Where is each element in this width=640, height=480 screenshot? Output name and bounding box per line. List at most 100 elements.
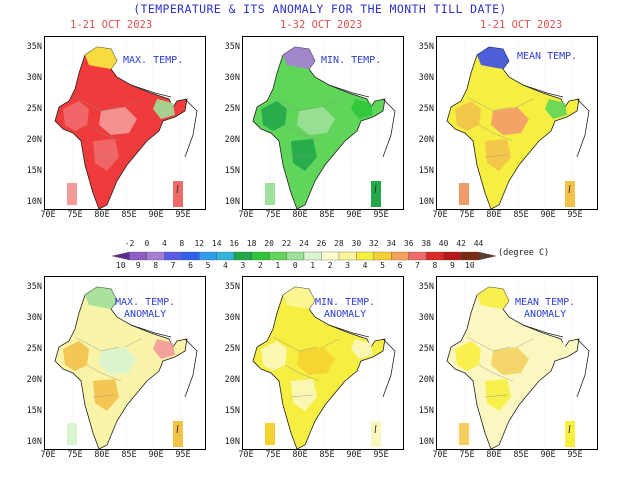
india-map-min-temp bbox=[252, 37, 396, 209]
colorbar-segment bbox=[181, 251, 200, 261]
colorbar-temp-label: 22 bbox=[281, 239, 292, 248]
colorbar-segment bbox=[164, 251, 182, 261]
colorbar-segment bbox=[199, 251, 217, 261]
panel-label-line: MAX. TEMP. bbox=[123, 55, 184, 66]
lon-tick: 70E bbox=[432, 450, 448, 460]
lakshadweep-inset bbox=[459, 183, 469, 205]
lon-tick: 75E bbox=[265, 450, 281, 460]
region-north bbox=[85, 287, 117, 309]
colorbar-temp-label: 14 bbox=[211, 239, 222, 248]
lon-tick: 90E bbox=[346, 450, 362, 460]
lon-tick: 85E bbox=[319, 210, 335, 220]
colorbar-segment bbox=[443, 251, 462, 261]
lon-tick: 75E bbox=[265, 210, 281, 220]
region-northeast bbox=[545, 339, 567, 359]
colorbar-anomaly-labels: 10 9 8 7 6 5 4 3 2 1 0 1 2 3 4 5 6 7 8 9 10 bbox=[0, 261, 640, 271]
lat-tick: 20N bbox=[418, 135, 434, 145]
region-west bbox=[63, 101, 89, 131]
colorbar-anomaly-label: 9 bbox=[449, 261, 455, 270]
main-title: (TEMPERATURE & ITS ANOMALY FOR THE MONTH… bbox=[133, 2, 507, 16]
colorbar-temp-label: 0 bbox=[144, 239, 150, 248]
region-west bbox=[455, 101, 481, 131]
region-south bbox=[93, 139, 119, 171]
lat-tick: 15N bbox=[224, 406, 240, 416]
panel-label-line: ANOMALY bbox=[124, 309, 167, 320]
india-map-min-anom bbox=[252, 277, 396, 449]
colorbar-temp-label: 36 bbox=[403, 239, 414, 248]
lon-tick: 80E bbox=[94, 210, 110, 220]
panel-label-line: MEAN TEMP. bbox=[515, 297, 576, 308]
map-panel-min-temp: MIN. TEMP. bbox=[242, 36, 404, 210]
india-map-mean-anom bbox=[446, 277, 590, 449]
lat-tick: 35N bbox=[26, 42, 42, 52]
colorbar-temp-label: 38 bbox=[421, 239, 431, 248]
andaman-inset bbox=[565, 181, 575, 207]
lon-tick: 80E bbox=[292, 210, 308, 220]
lon-tick: 80E bbox=[486, 210, 502, 220]
colorbar-anomaly-label: 4 bbox=[362, 261, 368, 270]
colorbar-anomaly-label: 9 bbox=[135, 261, 141, 270]
lat-tick: 10N bbox=[26, 437, 42, 447]
lat-tick: 30N bbox=[26, 73, 42, 83]
lon-tick: 90E bbox=[540, 210, 556, 220]
lat-tick: 35N bbox=[224, 42, 240, 52]
lat-tick: 25N bbox=[418, 344, 434, 354]
region-west bbox=[261, 341, 287, 371]
colorbar-segment bbox=[426, 251, 444, 261]
lat-tick: 30N bbox=[418, 313, 434, 323]
colorbar-anomaly-label: 4 bbox=[223, 261, 228, 270]
lat-tick: 25N bbox=[26, 344, 42, 354]
panel-label-line: ANOMALY bbox=[324, 309, 367, 320]
state-borders bbox=[272, 96, 340, 158]
colorbar-anomaly-label: 2 bbox=[327, 261, 333, 270]
lon-tick: 70E bbox=[40, 210, 56, 220]
lakshadweep-inset bbox=[265, 183, 275, 205]
region-west bbox=[455, 341, 481, 371]
colorbar-anomaly-label: 6 bbox=[397, 261, 403, 270]
state-borders bbox=[272, 336, 340, 398]
region-north bbox=[283, 47, 315, 69]
panel-label: MEAN TEMP. ANOMALY bbox=[515, 297, 575, 321]
colorbar-segment bbox=[303, 251, 322, 261]
colorbar-anomaly-label: 6 bbox=[188, 261, 193, 270]
andaman-islands bbox=[374, 184, 377, 194]
panel-label-line: MIN. TEMP. bbox=[321, 55, 382, 66]
neighbour-coastline bbox=[328, 324, 396, 398]
lon-tick: 95E bbox=[373, 210, 389, 220]
region-northeast bbox=[351, 339, 373, 359]
region-south bbox=[291, 379, 317, 411]
neighbour-coastline bbox=[130, 324, 198, 398]
panel-label-line: ANOMALY bbox=[524, 309, 567, 320]
state-borders bbox=[74, 96, 142, 158]
lakshadweep-inset bbox=[67, 423, 77, 445]
lon-tick: 70E bbox=[238, 450, 254, 460]
lat-tick: 35N bbox=[224, 282, 240, 292]
andaman-islands bbox=[176, 184, 179, 194]
region-west bbox=[261, 101, 287, 131]
lon-tick: 85E bbox=[513, 210, 529, 220]
colorbar-temp-label: 30 bbox=[351, 239, 362, 248]
panel-label-line: MIN. TEMP. bbox=[315, 297, 376, 308]
colorbar-temp-label: 26 bbox=[316, 239, 327, 248]
colorbar-segment bbox=[356, 251, 374, 261]
colorbar-anomaly-label: 2 bbox=[257, 261, 263, 270]
panel-label-line: MAX. TEMP. bbox=[115, 297, 176, 308]
lakshadweep-inset bbox=[459, 423, 469, 445]
lon-tick: 70E bbox=[432, 210, 448, 220]
lat-tick: 20N bbox=[224, 135, 240, 145]
lat-tick: 10N bbox=[26, 197, 42, 207]
panel-label: MIN. TEMP. bbox=[321, 55, 381, 67]
region-central bbox=[491, 347, 529, 375]
lon-tick: 95E bbox=[567, 210, 583, 220]
lon-tick: 75E bbox=[459, 210, 475, 220]
lat-tick: 25N bbox=[418, 104, 434, 114]
region-northeast bbox=[153, 339, 175, 359]
region-west bbox=[63, 341, 89, 371]
colorbar-temp-label: 24 bbox=[299, 239, 309, 248]
lat-tick: 35N bbox=[26, 282, 42, 292]
lon-tick: 80E bbox=[486, 450, 502, 460]
lon-tick: 75E bbox=[67, 210, 83, 220]
colorbar-segment bbox=[129, 251, 148, 261]
region-north bbox=[283, 287, 315, 309]
lon-tick: 95E bbox=[373, 450, 389, 460]
